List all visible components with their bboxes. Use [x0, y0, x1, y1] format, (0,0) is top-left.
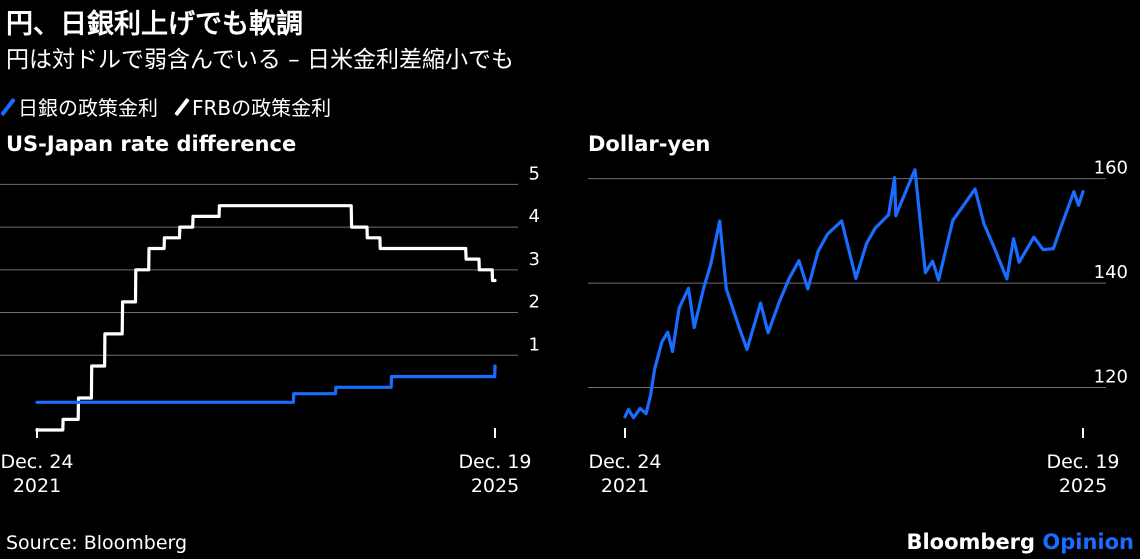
left-ytick-label: 1	[529, 334, 540, 355]
left-xtick-year: 2025	[471, 475, 519, 497]
legend: 日銀の政策金利 FRBの政策金利	[0, 92, 332, 121]
right-ytick-label: 120	[1094, 367, 1128, 388]
right-xtick-year: 2025	[1059, 475, 1107, 497]
left-ytick-label: 4	[529, 206, 540, 227]
legend-item-boj: 日銀の政策金利	[0, 92, 158, 121]
right-ytick-label: 140	[1094, 262, 1128, 283]
chart-title: 円、日銀利上げでも軟調	[6, 9, 303, 40]
right-xtick-label: Dec. 19	[1046, 451, 1119, 473]
left-ytick-label: 3	[529, 249, 540, 270]
left-ytick-label: 5	[529, 163, 540, 184]
left-panel-title: US-Japan rate difference	[6, 132, 297, 156]
brand-name: Bloomberg	[906, 530, 1036, 554]
legend-label-frb: FRBの政策金利	[192, 96, 332, 120]
left-series-line-1	[35, 364, 497, 404]
legend-item-frb: FRBの政策金利	[174, 92, 332, 121]
source-note: Source: Bloomberg	[6, 532, 188, 554]
left-series-line-0	[35, 204, 497, 432]
right-xtick-year: 2021	[601, 475, 649, 497]
right-panel-title: Dollar-yen	[588, 132, 711, 156]
legend-label-boj: 日銀の政策金利	[18, 96, 158, 120]
left-ytick-label: 2	[529, 292, 540, 313]
brand-logo: Bloomberg Opinion	[906, 530, 1134, 554]
left-xtick-label: Dec. 24	[0, 451, 73, 473]
right-series-line-0	[623, 168, 1085, 420]
right-ytick-label: 160	[1094, 158, 1128, 179]
brand-suffix: Opinion	[1042, 530, 1134, 554]
chart-subtitle: 円は対ドルで弱含んでいる – 日米金利差縮小でも	[6, 47, 514, 73]
left-xtick-year: 2021	[13, 475, 61, 497]
right-xtick-label: Dec. 24	[588, 451, 661, 473]
left-xtick-label: Dec. 19	[458, 451, 531, 473]
